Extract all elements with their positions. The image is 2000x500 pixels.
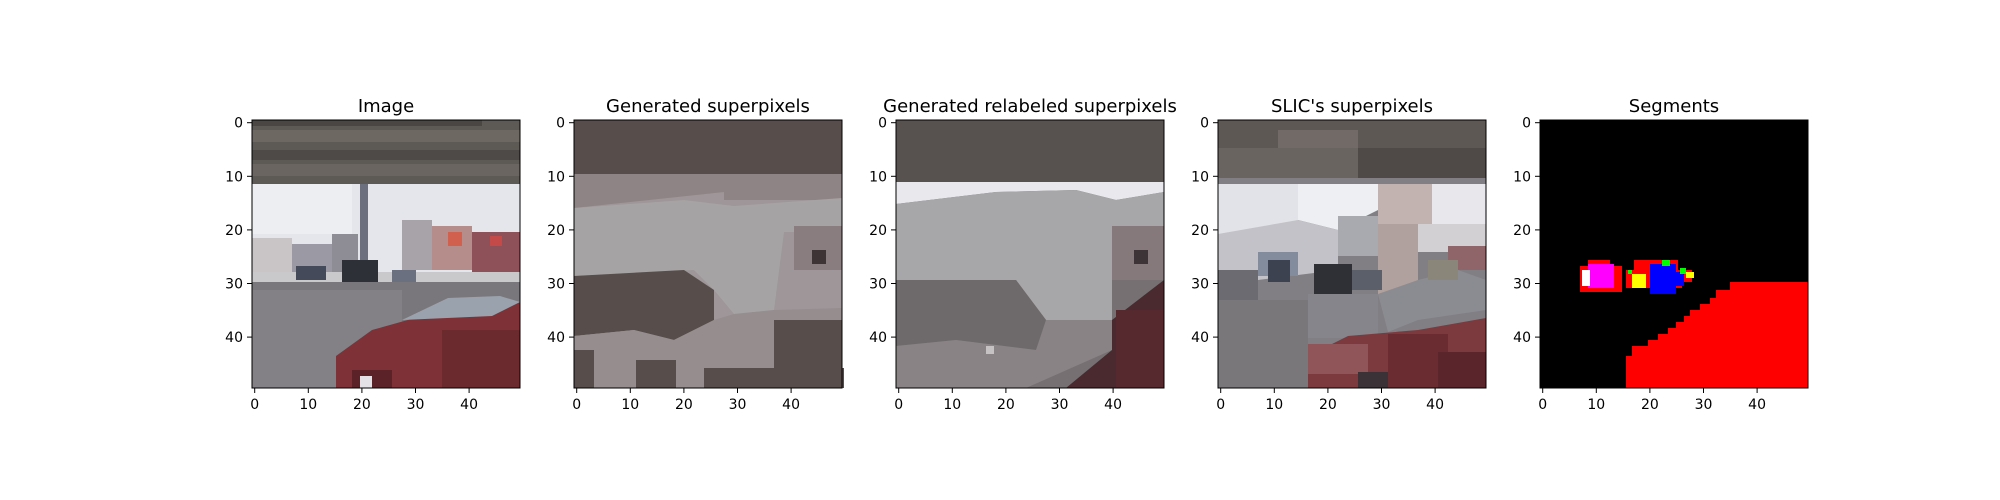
y-tick-40: 40 — [869, 330, 887, 346]
y-tick-20: 20 — [547, 223, 565, 239]
y-tick-10: 10 — [869, 169, 887, 185]
x-tick-0: 0 — [1538, 397, 1547, 413]
x-tick-0: 0 — [1216, 397, 1225, 413]
y-tick-10: 10 — [225, 169, 243, 185]
x-tick-30: 30 — [407, 397, 425, 413]
panel-title-segments: Segments — [1629, 96, 1719, 117]
x-ticks-segments: 0 10 20 30 40 — [1538, 388, 1766, 413]
generated-superpixels-image — [574, 120, 844, 388]
panel-generated: Generated superpixels 0 10 20 30 — [547, 96, 844, 413]
panel-slic: SLIC's superpixels — [1191, 96, 1487, 413]
x-tick-10: 10 — [1587, 397, 1605, 413]
x-tick-40: 40 — [1426, 397, 1444, 413]
x-tick-40: 40 — [1748, 397, 1766, 413]
panel-title-generated: Generated superpixels — [606, 96, 810, 117]
y-tick-20: 20 — [1191, 223, 1209, 239]
axes-frame-image — [251, 119, 521, 389]
y-tick-20: 20 — [869, 223, 887, 239]
image-content — [252, 120, 520, 388]
x-tick-30: 30 — [729, 397, 747, 413]
panel-title-image: Image — [358, 96, 414, 117]
x-tick-0: 0 — [572, 397, 581, 413]
segment-magenta — [1588, 264, 1614, 288]
segment-green — [1662, 260, 1670, 266]
axes-frame-relabeled — [895, 119, 1165, 389]
y-tick-20: 20 — [225, 223, 243, 239]
y-tick-10: 10 — [1513, 169, 1531, 185]
y-tick-30: 30 — [869, 277, 887, 293]
y-tick-0: 0 — [1522, 116, 1531, 132]
y-ticks-segments: 0 10 20 30 40 — [1513, 116, 1540, 346]
axes-frame-slic — [1217, 119, 1487, 389]
x-tick-20: 20 — [353, 397, 371, 413]
x-ticks-generated: 0 10 20 30 40 — [572, 388, 800, 413]
axes-frame-generated — [573, 119, 843, 389]
y-tick-0: 0 — [1200, 116, 1209, 132]
x-tick-10: 10 — [943, 397, 961, 413]
y-tick-30: 30 — [225, 277, 243, 293]
y-tick-30: 30 — [1513, 277, 1531, 293]
panel-title-slic: SLIC's superpixels — [1271, 96, 1433, 117]
y-tick-0: 0 — [556, 116, 565, 132]
x-tick-40: 40 — [1104, 397, 1122, 413]
y-tick-30: 30 — [547, 277, 565, 293]
x-ticks-image: 0 10 20 30 40 — [250, 388, 478, 413]
axes-frame-segments — [1539, 119, 1809, 389]
x-tick-0: 0 — [250, 397, 259, 413]
x-tick-40: 40 — [782, 397, 800, 413]
y-tick-40: 40 — [225, 330, 243, 346]
x-ticks-relabeled: 0 10 20 30 40 — [894, 388, 1122, 413]
y-ticks-generated: 0 10 20 30 40 — [547, 116, 574, 346]
segments-image — [1540, 120, 1808, 388]
y-ticks-image: 0 10 20 30 40 — [225, 116, 252, 346]
y-tick-10: 10 — [547, 169, 565, 185]
x-tick-20: 20 — [1641, 397, 1659, 413]
segment-yellow — [1632, 274, 1646, 288]
slic-superpixels-image — [1218, 120, 1486, 388]
panel-segments: Segments 0 — [1513, 96, 1809, 413]
panel-title-relabeled: Generated relabeled superpixels — [883, 96, 1177, 117]
y-tick-40: 40 — [1513, 330, 1531, 346]
y-tick-20: 20 — [1513, 223, 1531, 239]
panel-relabeled: Generated relabeled superpixels 0 10 20 … — [869, 96, 1177, 413]
y-tick-0: 0 — [878, 116, 887, 132]
y-tick-30: 30 — [1191, 277, 1209, 293]
segment-red-car — [1626, 282, 1808, 388]
x-tick-20: 20 — [675, 397, 693, 413]
x-tick-10: 10 — [1265, 397, 1283, 413]
y-tick-40: 40 — [1191, 330, 1209, 346]
relabeled-superpixels-image — [896, 120, 1164, 388]
x-tick-10: 10 — [299, 397, 317, 413]
x-tick-30: 30 — [1051, 397, 1069, 413]
x-tick-0: 0 — [894, 397, 903, 413]
x-tick-30: 30 — [1373, 397, 1391, 413]
y-tick-40: 40 — [547, 330, 565, 346]
y-ticks-relabeled: 0 10 20 30 40 — [869, 116, 896, 346]
x-tick-30: 30 — [1695, 397, 1713, 413]
x-ticks-slic: 0 10 20 30 40 — [1216, 388, 1444, 413]
segment-blue — [1650, 264, 1676, 294]
x-tick-20: 20 — [1319, 397, 1337, 413]
x-tick-20: 20 — [997, 397, 1015, 413]
x-tick-10: 10 — [621, 397, 639, 413]
y-tick-0: 0 — [234, 116, 243, 132]
x-tick-40: 40 — [460, 397, 478, 413]
panel-image: Image — [225, 96, 521, 413]
y-tick-10: 10 — [1191, 169, 1209, 185]
y-ticks-slic: 0 10 20 30 40 — [1191, 116, 1218, 346]
